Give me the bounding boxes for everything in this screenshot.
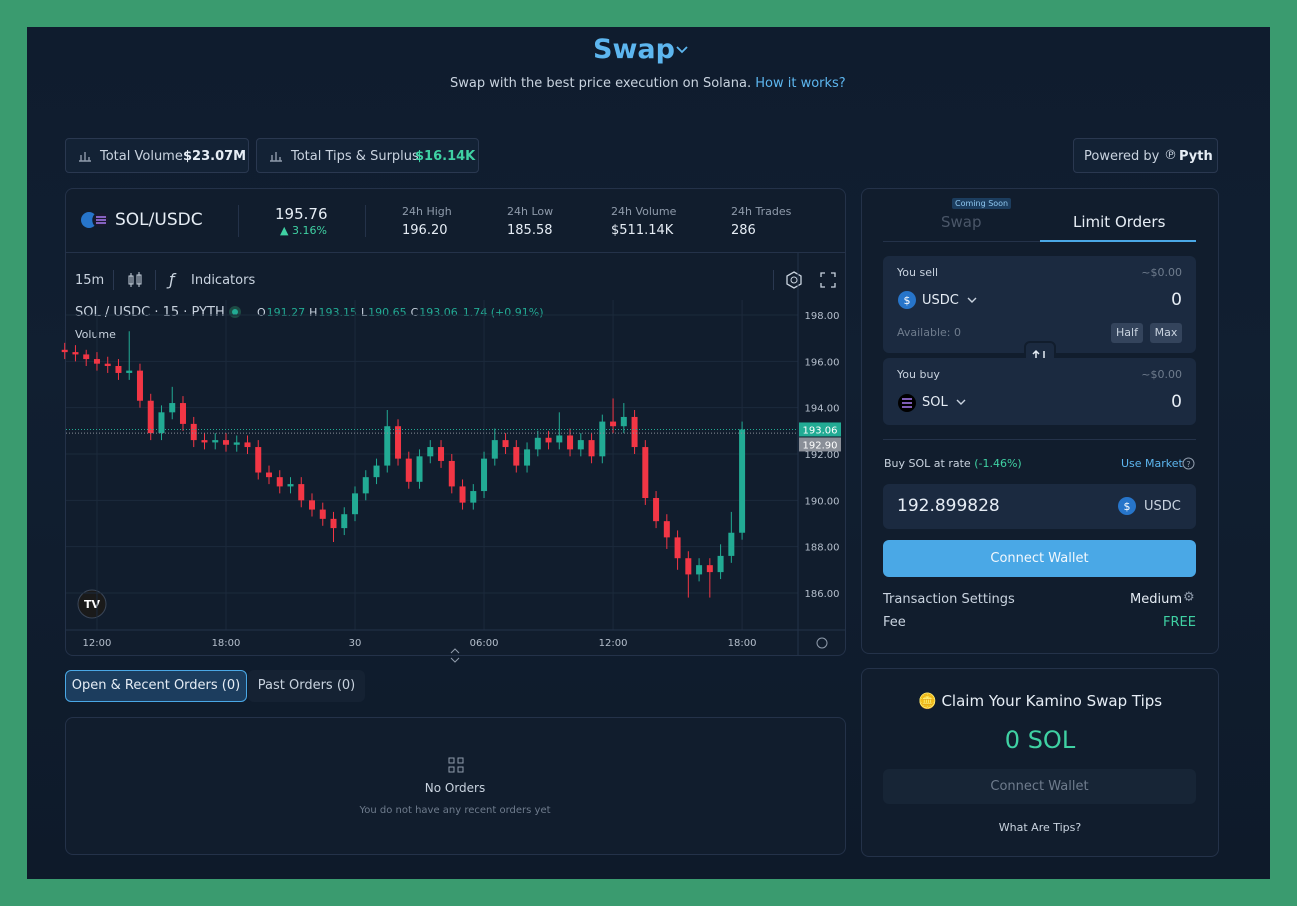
orders-tab[interactable]: Past Orders (0): [248, 670, 365, 702]
token-chevron[interactable]: [956, 398, 966, 406]
help-icon[interactable]: ?: [1182, 457, 1195, 470]
available: Available: 0: [897, 326, 961, 339]
swap-tab: Swap: [941, 213, 982, 231]
connect-wallet-button[interactable]: Connect Wallet: [883, 540, 1196, 577]
rate-input[interactable]: [883, 484, 1196, 529]
coming-soon-badge: Coming Soon: [952, 198, 1012, 209]
orders-tab-active[interactable]: Open & Recent Orders (0): [65, 670, 247, 702]
indicators-button[interactable]: Indicators: [191, 273, 256, 288]
price-change-value: 3.16%: [291, 224, 327, 237]
usdc-icon: $: [1118, 497, 1136, 515]
candle-type-button[interactable]: [127, 272, 143, 288]
stat-label: Total Tips & Surplus: [291, 149, 419, 164]
no-orders-text: You do not have any recent orders yet: [359, 805, 551, 816]
stat-icon: [79, 152, 91, 162]
stat-value: 286: [731, 223, 756, 238]
buy-label: You buy: [897, 368, 940, 381]
sol-icon: [898, 394, 916, 412]
usdc-icon: $: [898, 291, 916, 309]
buy-box: [883, 358, 1196, 425]
sell-box: [883, 256, 1196, 353]
how-it-works-link[interactable]: How it works?: [755, 76, 846, 91]
stat-value: $23.07M: [183, 149, 247, 164]
svg-text:?: ?: [1186, 460, 1190, 469]
indicators-icon: ƒ: [169, 270, 175, 289]
price-change: ▲ 3.16%: [280, 224, 327, 237]
sell-token[interactable]: USDC: [922, 293, 959, 308]
powered-by-label: Powered by: [1084, 149, 1160, 164]
pyth-icon: ℗: [1164, 148, 1177, 163]
stat-value: $16.14K: [415, 149, 476, 164]
no-orders-title: No Orders: [424, 781, 486, 795]
fee-label: Fee: [883, 615, 906, 630]
what-are-tips-link[interactable]: What Are Tips?: [998, 821, 1082, 834]
tips-connect-button: Connect Wallet: [883, 769, 1196, 804]
tab-line: [883, 241, 1196, 242]
buy-token[interactable]: SOL: [922, 395, 948, 410]
last-price: 195.76: [275, 205, 328, 223]
sell-label: You sell: [897, 266, 939, 279]
sell-usd: ~$0.00: [1141, 266, 1182, 279]
settings-label: Transaction Settings: [883, 592, 1015, 607]
stat-pill: Total Volume $23.07M: [65, 138, 249, 173]
stat-value: 196.20: [402, 223, 448, 238]
stat-value: 185.58: [507, 223, 553, 238]
orders-card: [65, 717, 846, 855]
svg-text:$: $: [1124, 500, 1131, 513]
half-button[interactable]: Half: [1111, 323, 1143, 343]
subtitle: Swap with the best price execution on So…: [450, 76, 846, 91]
token-chevron[interactable]: [967, 296, 977, 304]
tips-card: [861, 668, 1219, 857]
tips-amount: 0 SOL: [1004, 726, 1076, 754]
limit-orders-tab[interactable]: Limit Orders: [1073, 213, 1166, 231]
sell-amount[interactable]: 0: [1171, 290, 1182, 310]
tips-title: 🪙 Claim Your Kamino Swap Tips: [918, 692, 1163, 710]
divider: [883, 439, 1196, 440]
no-orders-icon: [448, 757, 464, 773]
pair-name: SOL/USDC: [115, 210, 203, 230]
fullscreen-button[interactable]: [820, 272, 836, 288]
chart-card: [65, 188, 846, 656]
title-chevron[interactable]: [676, 45, 688, 55]
stat-label: Total Volume: [100, 149, 183, 164]
rate-token: USDC: [1144, 499, 1181, 514]
buy-amount[interactable]: 0: [1171, 392, 1182, 412]
rate-label: Buy SOL at rate (-1.46%): [884, 457, 1022, 470]
stat-value: $511.14K: [611, 223, 674, 238]
divider: [238, 205, 239, 237]
pair-icons: [81, 211, 110, 229]
divider: [773, 270, 774, 290]
stat-pill: Total Tips & Surplus $16.14K: [256, 138, 479, 173]
stat-label: 24h Volume: [611, 205, 677, 218]
settings-value[interactable]: Medium: [1130, 592, 1182, 607]
divider: [66, 252, 845, 253]
rate-value[interactable]: 192.899828: [897, 496, 1000, 516]
rate-label-text: Buy SOL at rate: [884, 457, 971, 470]
svg-text:$: $: [904, 294, 911, 307]
stat-icon: [270, 152, 282, 162]
page-title[interactable]: Swap: [593, 34, 675, 65]
stat-label: 24h Low: [507, 205, 554, 218]
use-market-link[interactable]: Use Market: [1121, 457, 1183, 470]
provider-name: Pyth: [1179, 149, 1213, 164]
tab-underline: [1040, 240, 1196, 242]
rate-change: (-1.46%): [974, 457, 1022, 470]
tips-title-text: Claim Your Kamino Swap Tips: [941, 692, 1163, 710]
divider: [365, 205, 366, 237]
stat-label: 24h High: [402, 205, 452, 218]
max-button[interactable]: Max: [1150, 323, 1182, 343]
divider: [155, 270, 156, 290]
settings-gear[interactable]: ⚙: [1183, 590, 1195, 605]
settings-button[interactable]: [784, 270, 804, 290]
fee-value: FREE: [1163, 615, 1196, 630]
interval-button[interactable]: 15m: [75, 273, 105, 288]
stat-label: 24h Trades: [731, 205, 792, 218]
subtitle-text: Swap with the best price execution on So…: [450, 76, 752, 91]
divider: [113, 270, 114, 290]
buy-usd: ~$0.00: [1141, 368, 1182, 381]
powered-by-pill[interactable]: Powered by ℗ Pyth: [1073, 138, 1218, 173]
